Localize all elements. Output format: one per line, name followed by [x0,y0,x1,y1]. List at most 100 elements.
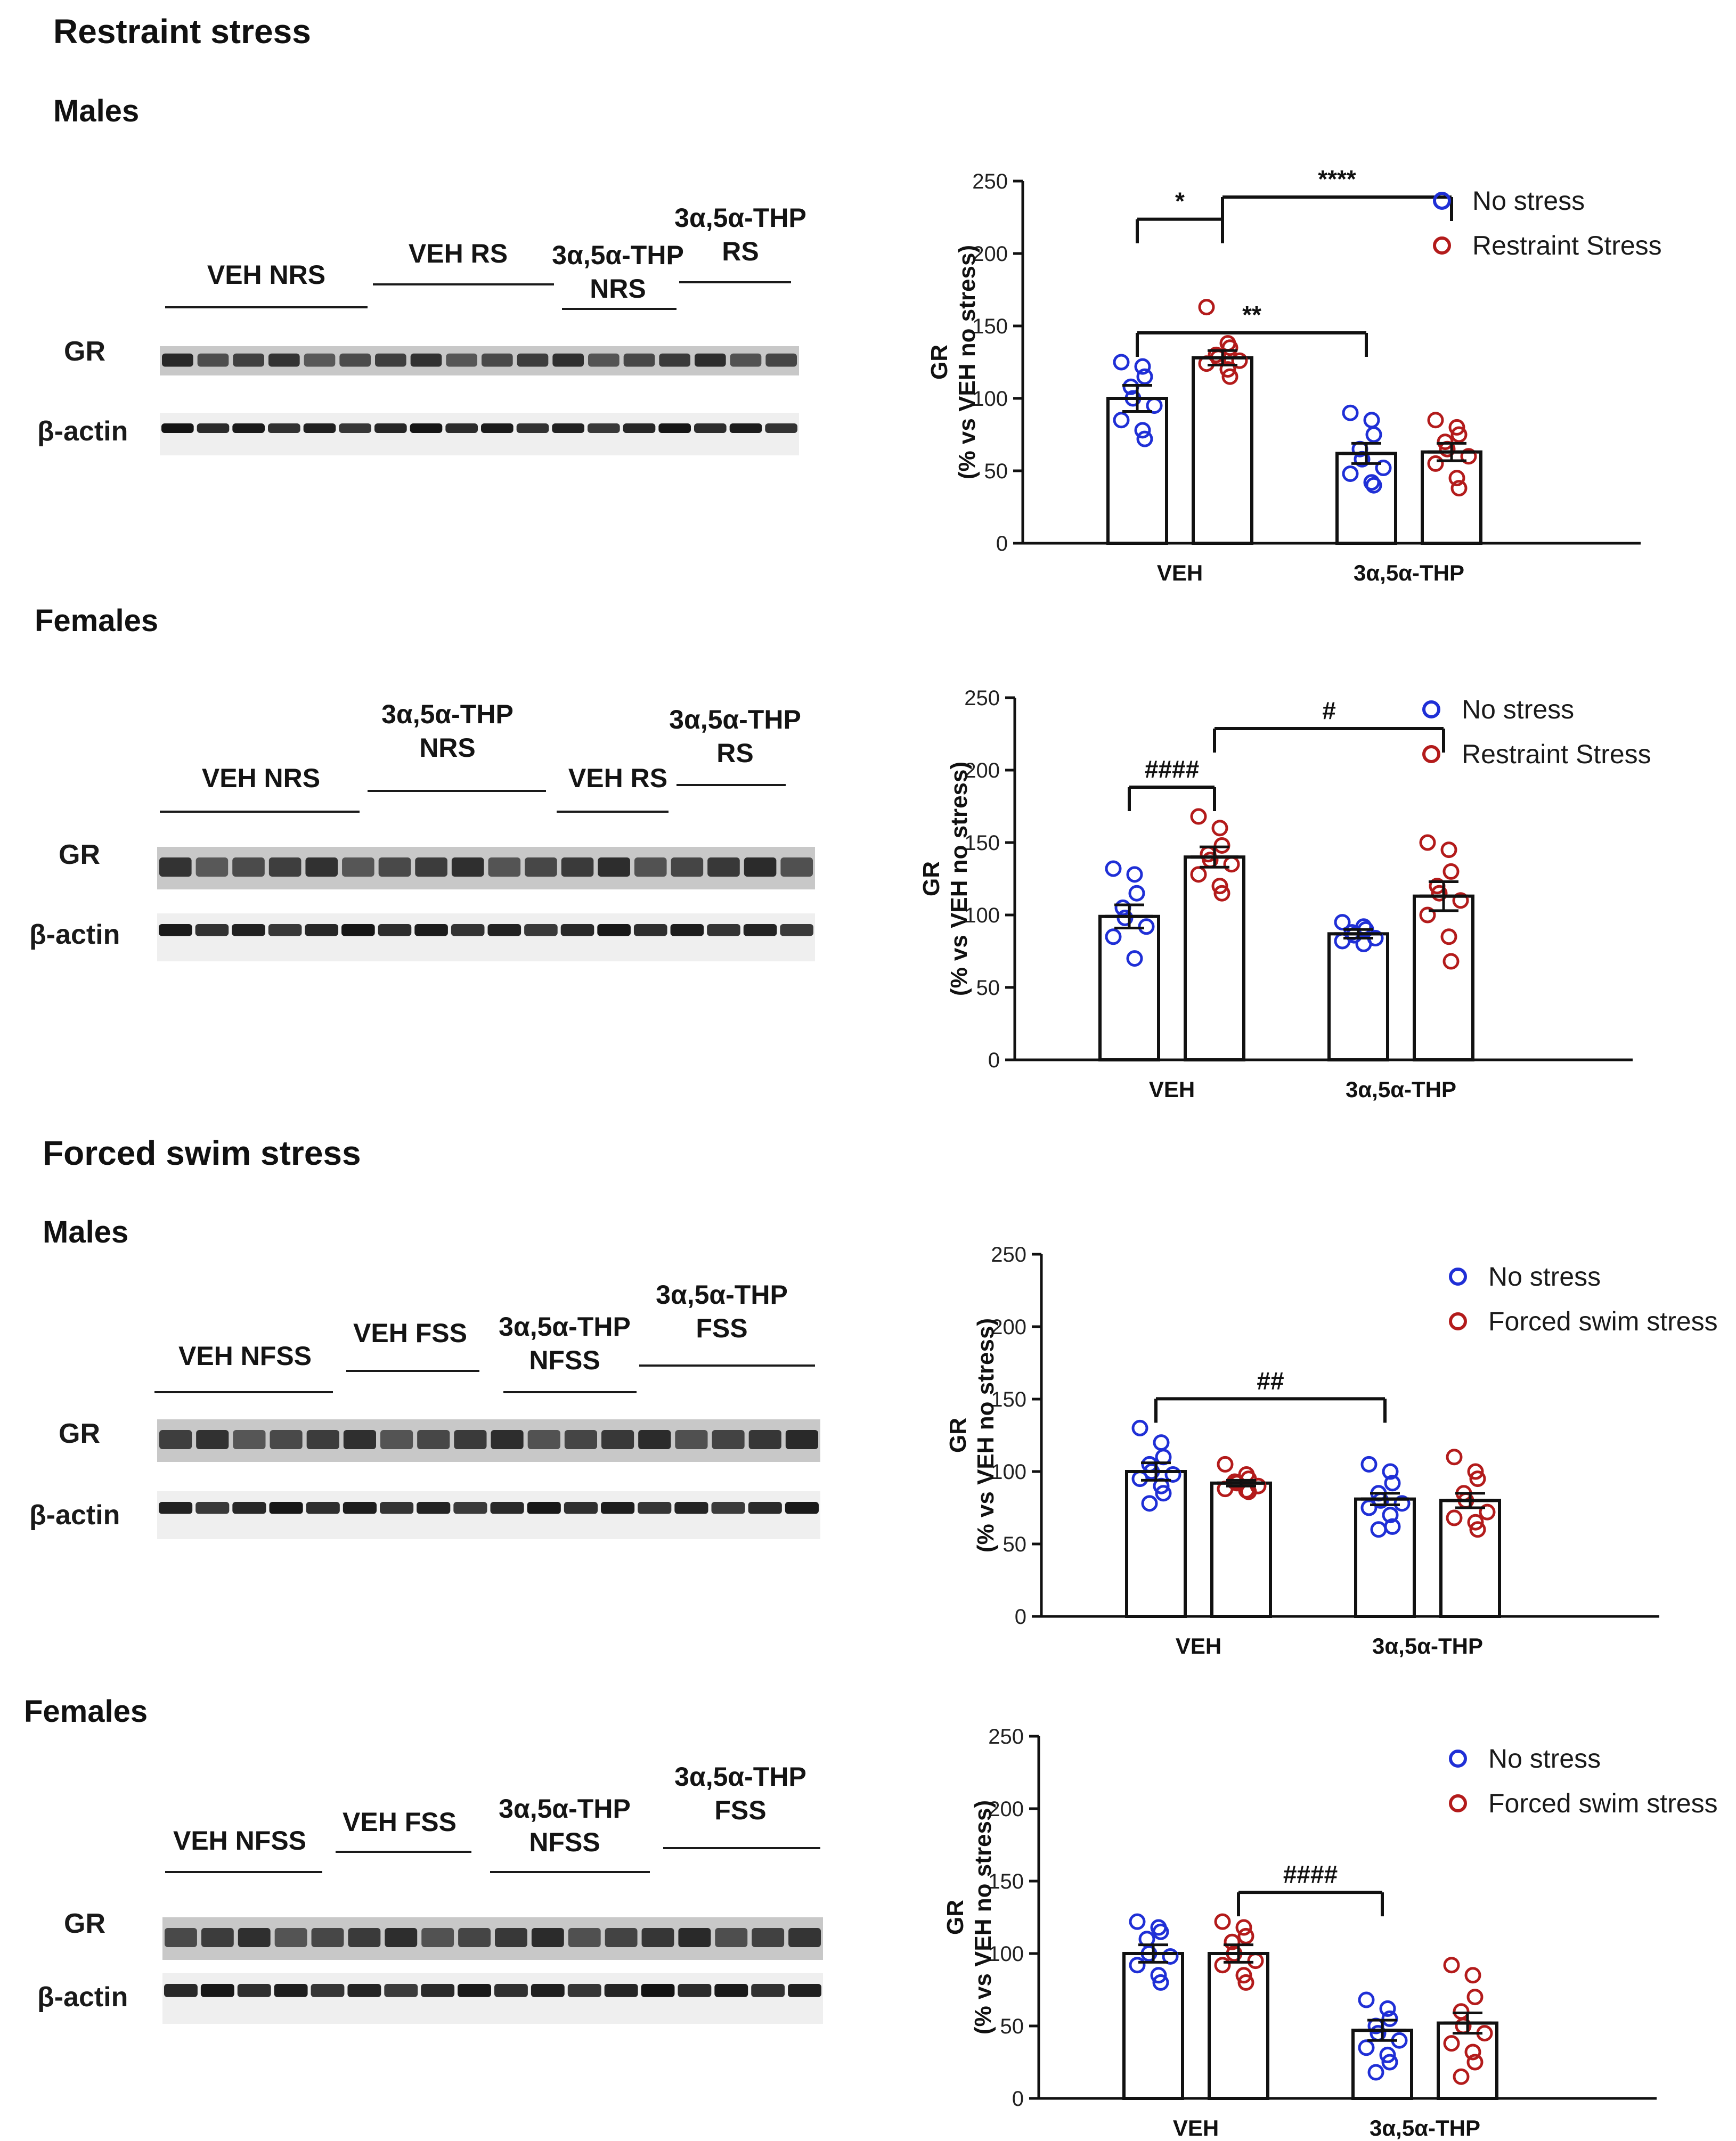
actin-band [341,924,375,936]
blot-image [160,346,799,455]
x-tick-label: 3α,5α-THP [1370,2115,1480,2140]
data-point [1360,1456,1378,1473]
gr-band [527,1430,560,1449]
gr-band [342,857,374,877]
gr-band [598,857,630,877]
lane-group-label: VEH FSS [353,1318,467,1348]
actin-band [678,1984,712,1997]
actin-band [567,1984,601,1997]
data-point [1446,1449,1463,1466]
gr-blot-background [157,847,815,889]
legend-item-stress: Restraint Stress [1422,732,1651,777]
gr-band [659,353,690,367]
data-point [1381,2010,1398,2027]
data-point [1211,820,1228,837]
x-tick-label: 3α,5α-THP [1346,1077,1456,1102]
gr-band [458,1928,491,1947]
gr-band [410,353,442,367]
bar [1192,356,1253,545]
blot-image [157,1419,820,1539]
significance-label: **** [1318,165,1356,193]
gr-band [270,1430,303,1449]
gr-band [671,857,704,877]
actin-band [159,1502,193,1514]
lane-group-label: VEH NFSS [178,1341,312,1371]
actin-band [311,1984,345,1997]
data-point [1342,404,1359,421]
gr-band [588,353,620,367]
gr-band [306,1430,339,1449]
lane-group-underline [503,1391,637,1393]
actin-band [451,924,485,936]
actin-band [197,423,230,433]
actin-band [161,423,194,433]
actin-band [743,924,777,936]
actin-band [384,1984,418,1997]
y-tick-label: 0 [1015,1605,1026,1629]
y-tick-label: 200 [988,1797,1024,1821]
legend-marker [1433,236,1451,255]
actin-band [303,423,336,433]
y-tick-label: 0 [996,532,1008,555]
significance-label: ## [1257,1367,1284,1394]
gr-band [446,353,477,367]
gr-band [675,1430,708,1449]
data-point [1437,434,1454,451]
y-axis-label-line: GR [945,1418,971,1453]
gr-band [305,857,338,877]
legend-label: Restraint Stress [1472,231,1662,260]
gr-band [268,857,301,877]
legend-marker [1449,1268,1467,1286]
gr-band [417,1430,450,1449]
actin-band [490,1502,524,1514]
lane-group-label: VEH NRS [207,260,326,290]
actin-band [232,1502,266,1514]
gr-band [304,353,336,367]
y-tick-label: 100 [988,1942,1024,1966]
gr-band [707,857,740,877]
y-axis-label-line: GR [942,1900,968,1935]
data-point [1460,448,1477,465]
actin-band [748,1502,782,1514]
gr-band [525,857,557,877]
legend-label: No stress [1488,1262,1601,1292]
significance-label: # [1322,697,1336,724]
gr-band [678,1928,711,1947]
x-tick-label: 3α,5α-THP [1354,560,1464,585]
gr-band [730,353,762,367]
data-point [1427,412,1444,429]
data-point [1126,950,1143,967]
gr-band [715,1928,748,1947]
data-point [1467,1463,1484,1480]
data-point [1190,808,1207,825]
bar [1421,450,1482,545]
lane-group-label: 3α,5α-THP RS [669,705,801,768]
actin-row-label: β-actin [29,919,120,950]
lane-group-underline [639,1364,815,1367]
legend-item-no-stress: No stress [1422,687,1651,732]
section-heading-restraint: Restraint stress [53,12,311,51]
data-point [1393,1495,1411,1512]
data-point [1237,1927,1254,1944]
data-point [1190,866,1207,883]
data-point [1448,470,1465,487]
bar [1208,1952,1269,2100]
data-point [1113,412,1130,429]
data-point [1452,892,1469,909]
gr-band [752,1928,785,1947]
blot-image [162,1917,823,2024]
actin-band [765,423,797,433]
actin-band [306,1502,340,1514]
actin-band [623,423,656,433]
data-point [1358,2039,1375,2056]
actin-band [417,1502,451,1514]
chart-svg: 0 50 100 150 200 250 GR (% vs VEH no stress) VEH… [945,1243,1659,1658]
lane-group-underline [160,811,360,813]
lane-group-underline [336,1851,471,1853]
gr-blot-background [157,1419,820,1462]
actin-band [638,1502,672,1514]
bar [1413,894,1474,1061]
gr-band [197,353,229,367]
actin-row-label: β-actin [29,1500,120,1531]
gr-blot-background [160,346,799,375]
